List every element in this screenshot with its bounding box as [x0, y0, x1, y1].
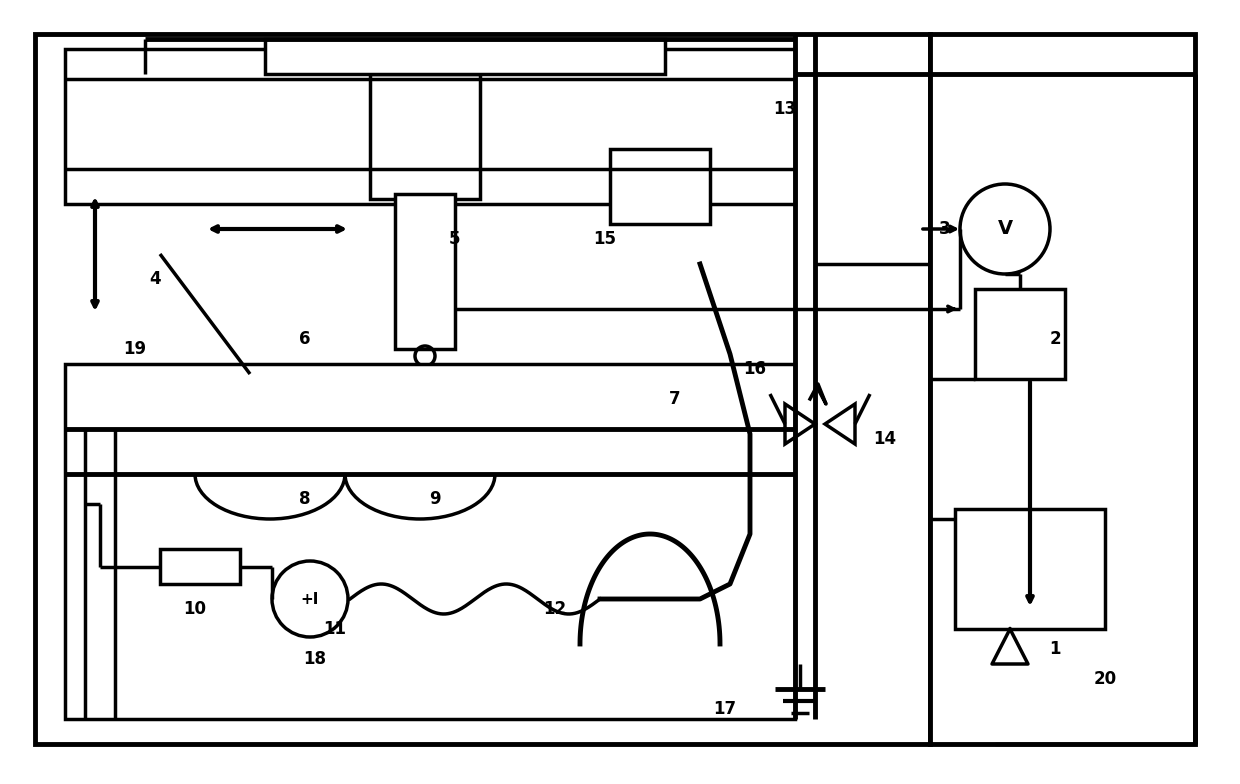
Text: 13: 13: [774, 100, 796, 118]
Text: 18: 18: [304, 650, 326, 668]
Text: 1: 1: [1049, 640, 1060, 658]
Bar: [64, 49, 795, 204]
Text: 5: 5: [449, 230, 461, 248]
Text: 8: 8: [299, 490, 311, 508]
Text: 14: 14: [873, 430, 897, 448]
Bar: [35, 34, 930, 744]
Text: V: V: [997, 220, 1013, 238]
Text: 2: 2: [1049, 330, 1060, 348]
Bar: [610, 149, 711, 224]
Bar: [975, 289, 1065, 379]
Text: 10: 10: [184, 600, 207, 618]
Text: 20: 20: [1094, 670, 1116, 688]
Bar: [396, 194, 455, 349]
Text: 6: 6: [299, 330, 311, 348]
Bar: [370, 74, 480, 199]
Text: 7: 7: [670, 390, 681, 408]
Text: 17: 17: [713, 700, 737, 718]
Text: 15: 15: [594, 230, 616, 248]
Text: 3: 3: [939, 220, 951, 238]
Text: 11: 11: [324, 620, 346, 638]
Text: 9: 9: [429, 490, 440, 508]
Circle shape: [960, 184, 1050, 274]
Bar: [64, 364, 795, 719]
Bar: [160, 549, 241, 584]
Text: +I: +I: [301, 591, 319, 607]
Bar: [955, 509, 1105, 629]
Text: 16: 16: [744, 360, 766, 378]
Bar: [265, 39, 665, 74]
Bar: [930, 34, 1195, 744]
Text: 19: 19: [124, 340, 146, 358]
Text: 4: 4: [149, 270, 161, 288]
Text: 12: 12: [543, 600, 567, 618]
